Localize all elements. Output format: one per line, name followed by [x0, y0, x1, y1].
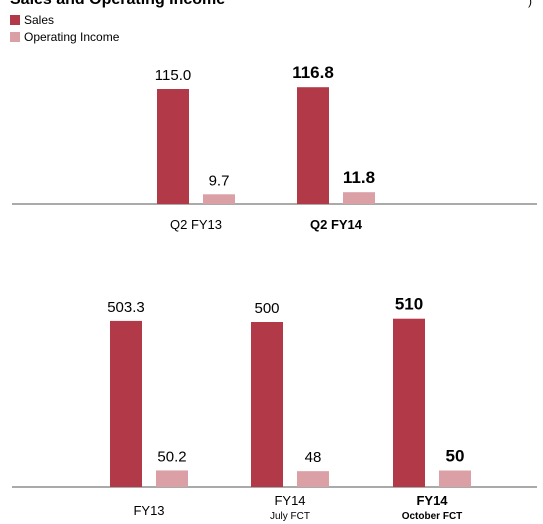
legend-label-operating-income: Operating Income — [24, 29, 120, 44]
category-label-annual-1: FY14 — [274, 493, 305, 508]
data-label-annual-operating-income-1: 48 — [305, 449, 322, 466]
category-label-quarter-1: Q2 FY14 — [310, 217, 363, 232]
data-label-quarter-operating-income-1: 11.8 — [343, 168, 375, 187]
bar-quarter-sales-1 — [297, 87, 329, 204]
bar-annual-operating-income-1 — [297, 471, 329, 487]
data-label-quarter-sales-1: 116.8 — [292, 63, 334, 82]
bar-annual-sales-0 — [110, 320, 142, 487]
bar-quarter-operating-income-1 — [343, 192, 375, 204]
bar-annual-sales-1 — [251, 322, 283, 487]
bar-annual-operating-income-0 — [156, 470, 188, 487]
bar-quarter-operating-income-0 — [203, 194, 235, 204]
legend-item-sales: Sales — [10, 11, 119, 28]
corner-mark: ) — [528, 0, 532, 8]
data-label-annual-sales-1: 500 — [254, 300, 279, 317]
legend: Sales Operating Income — [10, 11, 119, 45]
data-label-quarter-sales-0: 115.0 — [155, 67, 191, 84]
category-label-quarter-0: Q2 FY13 — [170, 217, 222, 232]
category-label-annual-2: FY14 — [416, 493, 448, 508]
legend-swatch-sales — [10, 14, 20, 25]
category-sublabel-annual-1: July FCT — [270, 511, 310, 522]
data-label-annual-operating-income-0: 50.2 — [157, 448, 186, 465]
legend-swatch-operating-income — [10, 31, 20, 42]
data-label-annual-sales-0: 503.3 — [107, 299, 145, 316]
data-label-annual-operating-income-2: 50 — [446, 447, 465, 466]
bar-quarter-sales-0 — [157, 89, 189, 204]
page-title: Sales and Operating Income — [10, 0, 225, 9]
category-sublabel-annual-2: October FCT — [402, 511, 463, 522]
category-label-annual-0: FY13 — [133, 503, 164, 518]
data-label-quarter-operating-income-0: 9.7 — [209, 172, 230, 189]
data-label-annual-sales-2: 510 — [395, 295, 423, 314]
legend-label-sales: Sales — [24, 12, 55, 27]
legend-item-operating-income: Operating Income — [10, 28, 119, 45]
bar-annual-operating-income-2 — [439, 470, 471, 487]
bar-annual-sales-2 — [393, 318, 425, 487]
